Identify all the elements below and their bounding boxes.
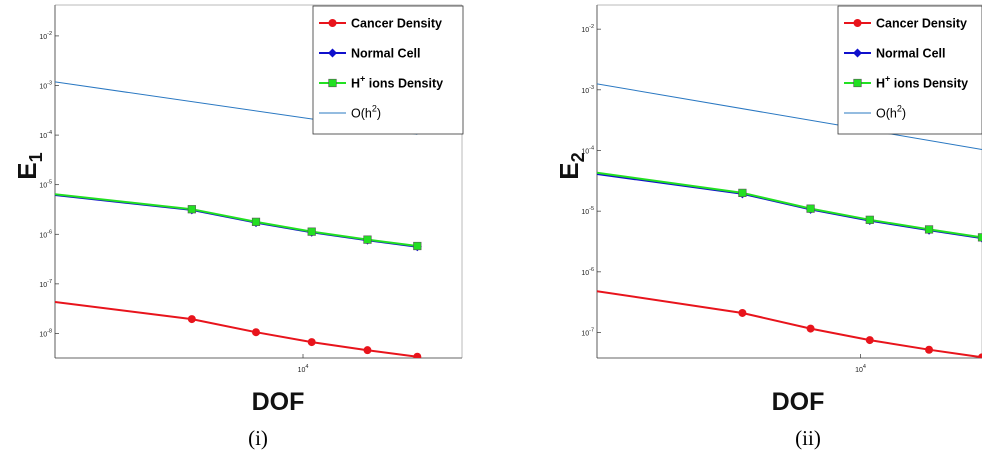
series-line-0	[55, 301, 418, 358]
y-tick-label: 10-7	[39, 279, 52, 289]
legend-label: Normal Cell	[876, 47, 945, 61]
data-point	[738, 308, 747, 317]
y-tick-label: 10-3	[39, 81, 52, 91]
series-line-0	[597, 290, 982, 358]
panel-i: 10-8 10-7 10-6 10-5 10-4 10-3 10-2 104 Cancer De…	[12, 4, 464, 450]
data-point	[978, 353, 982, 358]
data-point	[307, 227, 316, 236]
data-point	[328, 48, 337, 58]
y-tick-label: 10-6	[581, 267, 594, 277]
data-point	[307, 338, 316, 347]
data-point	[328, 19, 337, 27]
y-tick-label: 10-6	[39, 229, 52, 239]
data-point	[925, 345, 934, 354]
legend-label: Cancer Density	[876, 17, 967, 31]
data-point	[363, 346, 372, 355]
legend-label: H+ ions Density	[351, 74, 443, 91]
data-point	[806, 204, 815, 213]
data-point	[977, 233, 982, 242]
panel-caption: (i)	[248, 426, 268, 450]
series-group	[597, 83, 982, 358]
data-point	[738, 188, 747, 197]
y-tick-label: 10-4	[39, 130, 52, 140]
data-point	[413, 241, 422, 251]
y-tick-label: 10-5	[39, 180, 52, 190]
x-tick-label: 104	[855, 364, 866, 374]
data-point	[806, 324, 815, 333]
legend-label: O(h2)	[351, 104, 381, 121]
legend: Cancer Density Normal Cell H+ ions Density…	[837, 5, 982, 135]
legend-label: O(h2)	[876, 104, 906, 121]
y-tick-label: 10-7	[581, 328, 594, 338]
data-point	[328, 78, 337, 88]
panel-ii: 10-7 10-6 10-5 10-4 10-3 10-2 104 Cancer Densit…	[554, 4, 982, 450]
x-tick-label: 104	[298, 364, 309, 374]
data-point	[853, 19, 862, 27]
series-line-3	[597, 83, 982, 150]
panel-caption: (ii)	[795, 426, 821, 450]
y-axis-label: E2	[554, 152, 588, 179]
data-point	[187, 205, 196, 214]
legend-label: Cancer Density	[351, 17, 442, 31]
series-line-2	[597, 171, 982, 239]
x-axis-label: DOF	[252, 388, 305, 416]
data-point	[853, 78, 862, 88]
series-line-2	[55, 193, 418, 247]
data-point	[251, 217, 261, 226]
y-tick-label: 10-4	[581, 145, 594, 155]
data-point	[865, 336, 874, 345]
data-point	[865, 215, 874, 224]
data-point	[853, 48, 862, 58]
y-tick-label: 10-2	[39, 31, 52, 41]
data-point	[413, 352, 422, 358]
y-tick-label: 10-2	[581, 24, 594, 34]
data-point	[252, 328, 261, 337]
legend-label: Normal Cell	[351, 47, 420, 61]
x-axis-label: DOF	[772, 388, 825, 416]
data-point	[363, 235, 372, 244]
y-tick-label: 10-5	[581, 206, 594, 216]
data-point	[924, 225, 934, 234]
y-axis-label: E1	[12, 152, 46, 179]
legend: Cancer Density Normal Cell H+ ions Density…	[312, 5, 464, 135]
y-tick-label: 10-8	[39, 328, 52, 338]
y-tick-label: 10-3	[581, 85, 594, 95]
legend-label: H+ ions Density	[876, 74, 968, 91]
data-point	[187, 315, 196, 324]
